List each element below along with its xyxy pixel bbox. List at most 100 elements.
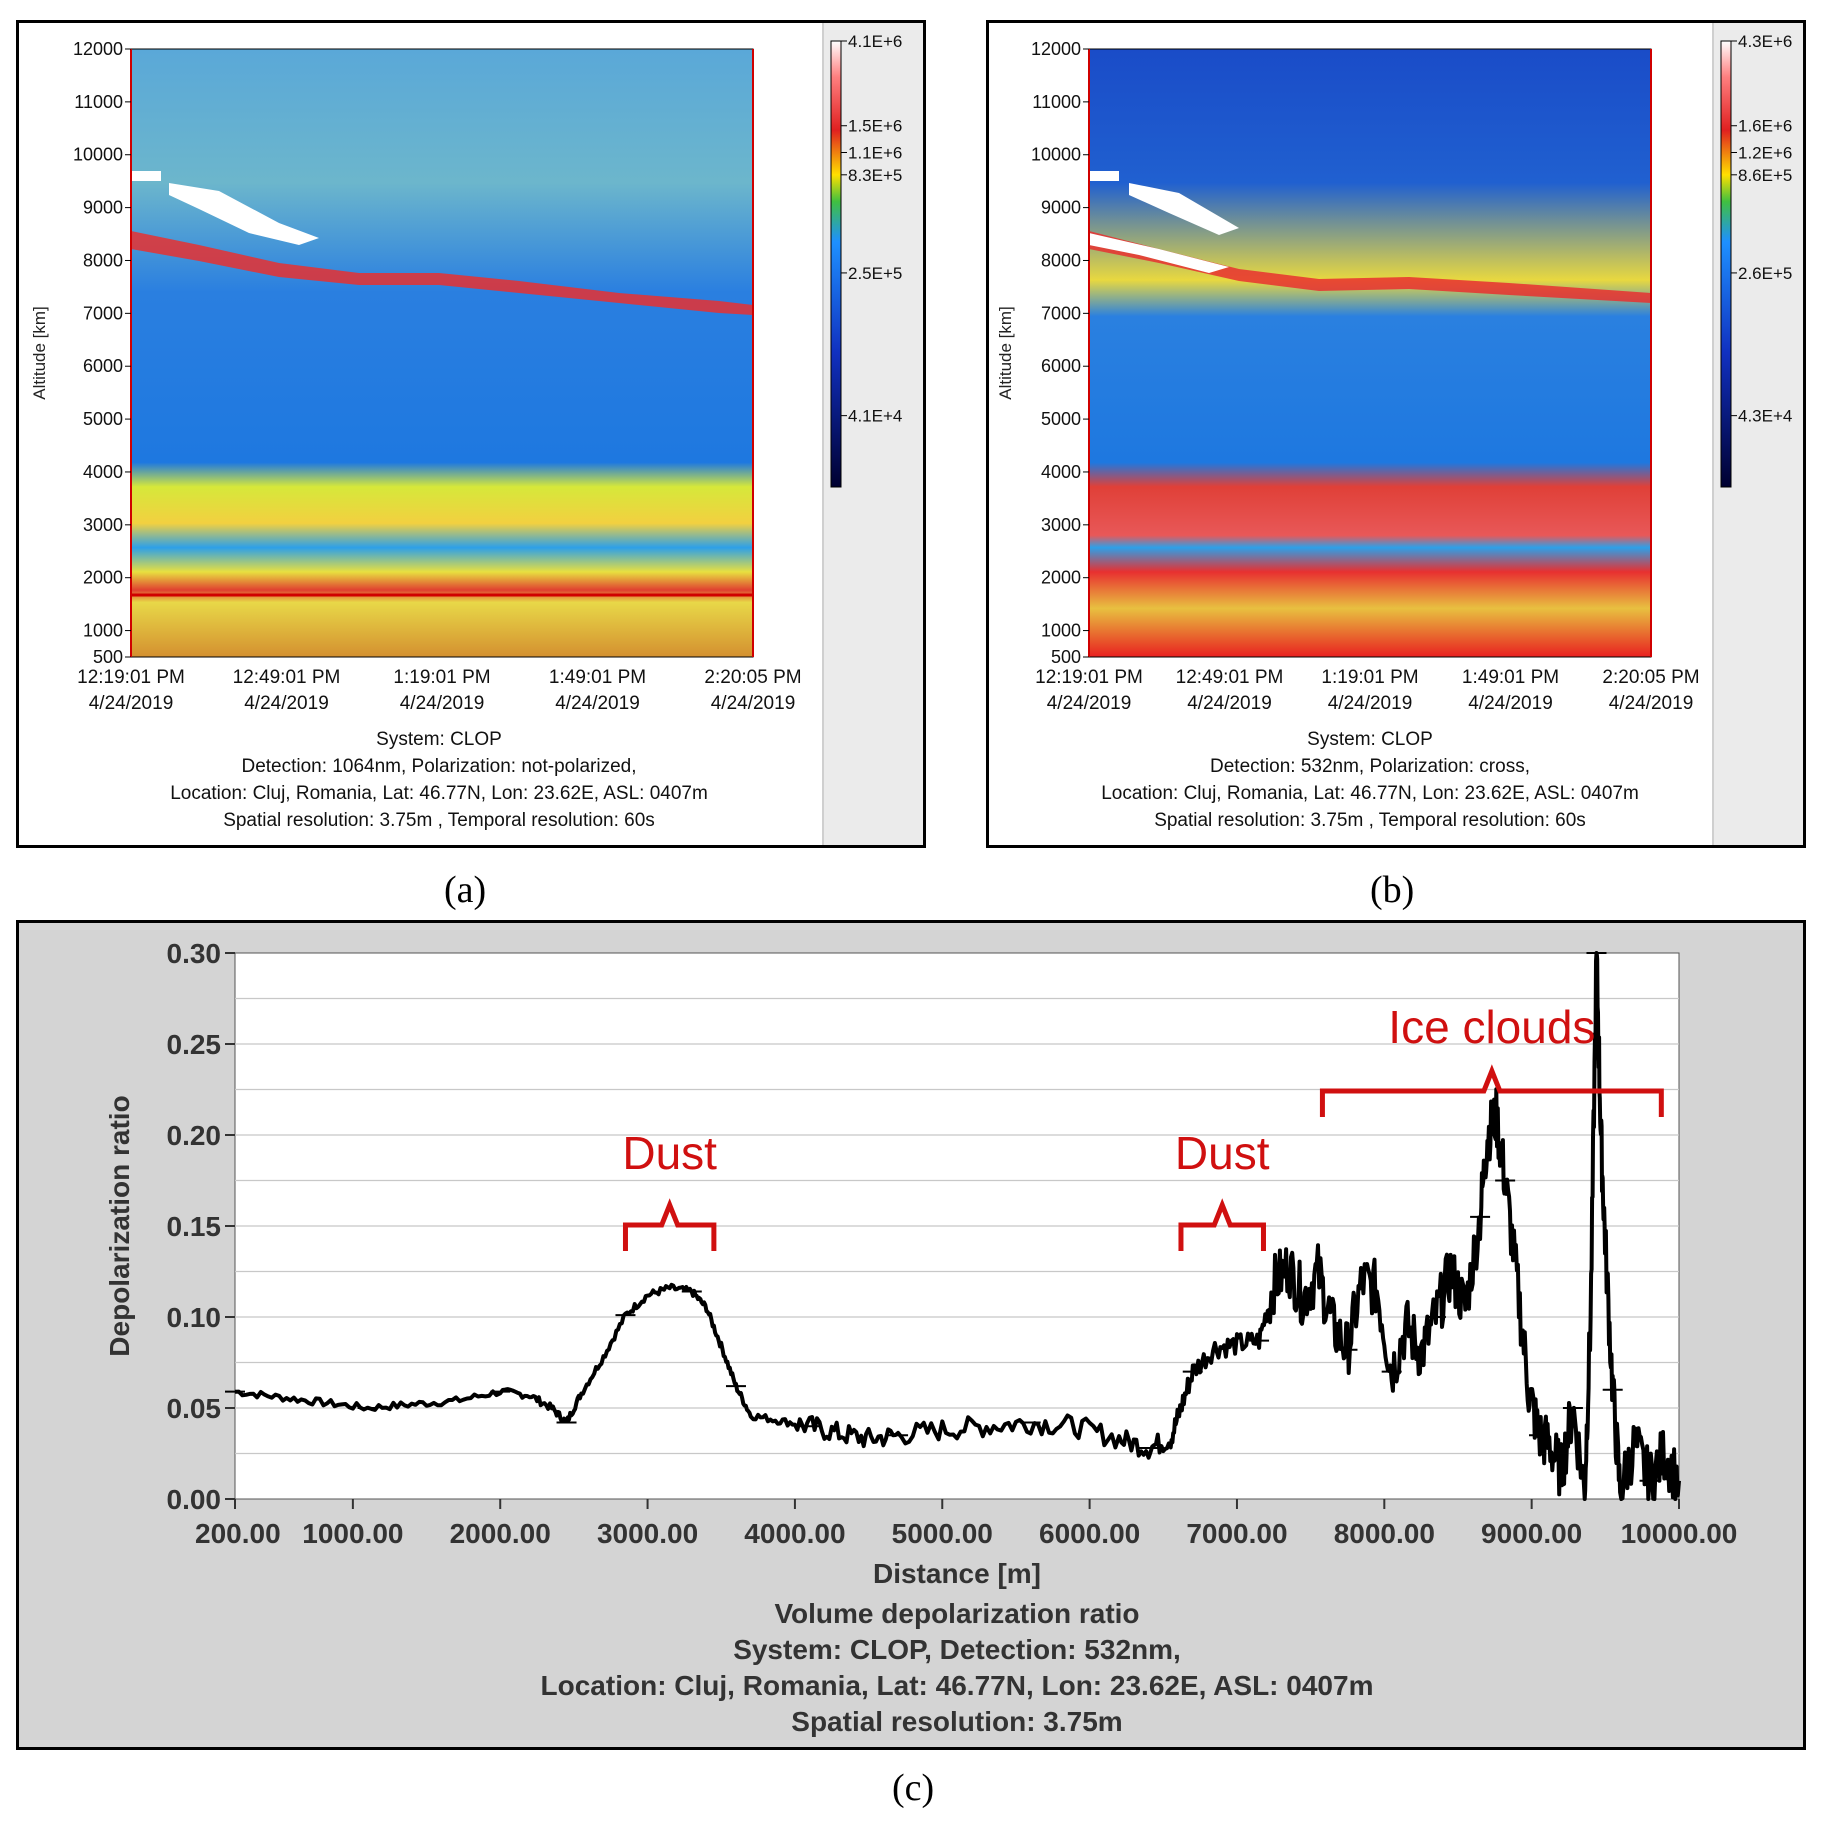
y-tick-label: 1000 (1041, 621, 1081, 641)
x-tick-time: 12:49:01 PM (1176, 667, 1284, 688)
x-tick-time: 12:19:01 PM (1035, 667, 1143, 688)
y-tick-label: 0.15 (167, 1211, 222, 1242)
x-tick-time: 2:20:05 PM (1602, 667, 1699, 688)
caption-line: System: CLOP (376, 729, 502, 750)
x-tick-label: 4000.00 (744, 1518, 845, 1549)
chart-x-ticks: 200.00 1000.00 2000.00 3000.00 4000.00 5000.0… (195, 1499, 1737, 1549)
caption-line: Spatial resolution: 3.75m , Temporal res… (1154, 810, 1586, 831)
y-tick-label: 11000 (74, 92, 123, 112)
x-tick-time: 1:19:01 PM (1321, 667, 1418, 688)
chart-caption: Volume depolarization ratio System: CLOP,… (541, 1598, 1374, 1737)
caption-line: Volume depolarization ratio (774, 1598, 1139, 1629)
panel-b-cloud-layer (1089, 231, 1651, 303)
panel-b: 12000 11000 10000 9000 8000 7000 6000 5000 4000 3… (986, 20, 1806, 848)
caption-line: Detection: 1064nm, Polarization: not-pol… (241, 756, 636, 777)
colorbar-label: 1.1E+6 (848, 144, 902, 163)
annotation-label: Dust (622, 1127, 717, 1179)
panel-b-svg: 12000 11000 10000 9000 8000 7000 6000 5000 4000 3… (996, 23, 1803, 845)
colorbar-label: 4.1E+4 (848, 407, 902, 426)
annotation-label: Ice clouds (1388, 1001, 1595, 1053)
x-tick-date: 4/24/2019 (400, 693, 485, 714)
colorbar-label: 1.2E+6 (1738, 144, 1792, 163)
y-tick-label: 8000 (83, 250, 123, 270)
x-tick-label: 8000.00 (1334, 1518, 1435, 1549)
y-tick-label: 2000 (1041, 568, 1081, 588)
y-tick-label: 0.10 (167, 1302, 222, 1333)
colorbar-label: 8.3E+5 (848, 166, 902, 185)
x-tick-time: 1:19:01 PM (393, 667, 490, 688)
y-tick-label: 4000 (1041, 462, 1081, 482)
x-tick-date: 4/24/2019 (1468, 693, 1553, 714)
x-tick-label: 1000.00 (302, 1518, 403, 1549)
panel-a-heatmap (131, 49, 753, 657)
panel-a-cloud-layer (131, 231, 753, 315)
caption-line: Spatial resolution: 3.75m , Temporal res… (223, 810, 655, 831)
chart-x-label: Distance [m] (873, 1558, 1041, 1589)
panel-b-colorbar-labels: 4.3E+6 1.6E+6 1.2E+6 8.6E+5 2.6E+5 4.3E+4 (1731, 32, 1792, 426)
panel-a-y-ticks: 12000 11000 10000 9000 8000 7000 6000 5000 4000 3… (73, 39, 131, 667)
panel-a-colorbar-labels: 4.1E+6 1.5E+6 1.1E+6 8.3E+5 2.5E+5 4.1E+4 (841, 32, 902, 426)
y-tick-label: 6000 (83, 356, 123, 376)
x-tick-date: 4/24/2019 (555, 693, 640, 714)
panel-a-colorbar (830, 40, 842, 488)
y-tick-label: 11000 (1032, 92, 1081, 112)
x-tick-label: 3000.00 (597, 1518, 698, 1549)
x-tick-time: 12:49:01 PM (233, 667, 341, 688)
caption-line: Location: Cluj, Romania, Lat: 46.77N, Lo… (1101, 783, 1639, 804)
y-tick-label: 3000 (1041, 515, 1081, 535)
depolarization-series-line (234, 951, 1681, 1501)
y-tick-label: 7000 (1041, 303, 1081, 323)
caption-line: Detection: 532nm, Polarization: cross, (1210, 756, 1530, 777)
y-tick-label: 5000 (83, 409, 123, 429)
y-tick-label: 0.05 (167, 1393, 222, 1424)
annotation-bracket (1319, 1064, 1664, 1117)
x-tick-date: 4/24/2019 (711, 693, 796, 714)
x-tick-time: 12:19:01 PM (77, 667, 185, 688)
y-tick-label: 1000 (83, 621, 123, 641)
x-tick-time: 1:49:01 PM (1462, 667, 1559, 688)
panel-c-label: (c) (892, 1767, 935, 1809)
y-tick-label: 10000 (1031, 145, 1081, 165)
colorbar-label: 4.3E+4 (1738, 407, 1792, 426)
colorbar-label: 1.5E+6 (848, 117, 902, 136)
annotation-label: Dust (1175, 1127, 1270, 1179)
x-tick-time: 2:20:05 PM (704, 667, 801, 688)
x-tick-date: 4/24/2019 (1187, 693, 1272, 714)
x-tick-time: 1:49:01 PM (549, 667, 646, 688)
colorbar-label: 2.5E+5 (848, 264, 902, 283)
x-tick-label: 9000.00 (1481, 1518, 1582, 1549)
y-tick-label: 0.25 (167, 1029, 222, 1060)
x-tick-label: 200.00 (195, 1518, 281, 1549)
panel-a-svg: 12000 11000 10000 9000 8000 7000 6000 5000 4000 3… (30, 23, 923, 845)
panel-b-heatmap (1089, 49, 1651, 657)
y-tick-label: 8000 (1041, 250, 1081, 270)
caption-line: System: CLOP, Detection: 532nm, (733, 1634, 1181, 1665)
panel-c: 0.00 0.05 0.10 0.15 0.20 0.25 0.30 200.00 1000.… (16, 920, 1806, 1750)
x-tick-date: 4/24/2019 (1047, 693, 1132, 714)
x-tick-date: 4/24/2019 (1328, 693, 1413, 714)
panel-b-colorbar (1720, 40, 1732, 488)
caption-line: Location: Cluj, Romania, Lat: 46.77N, Lo… (541, 1670, 1374, 1701)
panel-b-x-ticks: 12:19:01 PM 4/24/2019 12:49:01 PM 4/24/2019… (1035, 667, 1699, 714)
chart-y-ticks: 0.00 0.05 0.10 0.15 0.20 0.25 0.30 (167, 938, 235, 1515)
caption-line: Location: Cluj, Romania, Lat: 46.77N, Lo… (170, 783, 708, 804)
x-tick-label: 2000.00 (450, 1518, 551, 1549)
y-tick-label: 0.20 (167, 1120, 222, 1151)
panel-b-y-label: Altitude [km] (996, 306, 1015, 400)
colorbar-label: 1.6E+6 (1738, 117, 1792, 136)
y-tick-label: 3000 (83, 515, 123, 535)
chart-y-label: Depolarization ratio (104, 1095, 135, 1356)
caption-line: System: CLOP (1307, 729, 1433, 750)
annotation-bracket (1178, 1198, 1266, 1251)
panel-b-y-ticks: 12000 11000 10000 9000 8000 7000 6000 5000 4000 3… (1031, 39, 1089, 667)
x-tick-label: 7000.00 (1186, 1518, 1287, 1549)
panel-a-y-label: Altitude [km] (30, 306, 49, 400)
y-tick-label: 12000 (73, 39, 123, 59)
chart-annotations: Dust Dust Ice clouds (225, 952, 1664, 1482)
y-tick-label: 0.30 (167, 938, 222, 969)
x-tick-date: 4/24/2019 (89, 693, 174, 714)
y-tick-label: 12000 (1031, 39, 1081, 59)
y-tick-label: 10000 (73, 145, 123, 165)
y-tick-label: 7000 (83, 303, 123, 323)
colorbar-label: 8.6E+5 (1738, 166, 1792, 185)
